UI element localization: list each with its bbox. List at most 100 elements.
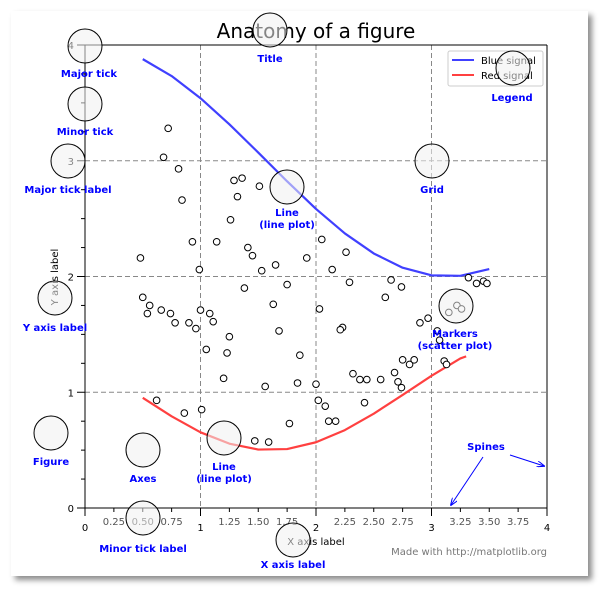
- annotation-circle-grid: [414, 143, 450, 179]
- scatter-marker: [394, 378, 402, 386]
- scatter-marker: [317, 235, 326, 244]
- ann-axes: Axes: [130, 474, 157, 485]
- x-minor-tick-label: 1.25: [218, 517, 240, 528]
- scatter-marker: [283, 280, 291, 289]
- x-minor-tick-label: 0.75: [160, 517, 182, 528]
- scatter-marker: [275, 327, 283, 335]
- scatter-marker: [250, 437, 259, 445]
- scatter-marker: [381, 293, 390, 302]
- scatter-marker: [416, 319, 424, 327]
- scatter-marker: [264, 438, 273, 446]
- annotation-circle-figure: [33, 415, 69, 451]
- ann-major-tick: Major tick: [61, 69, 118, 80]
- scatter-marker: [442, 360, 451, 369]
- x-minor-tick-label: 2.75: [391, 517, 413, 528]
- scatter-marker: [410, 356, 418, 364]
- scatter-marker: [166, 309, 175, 318]
- scatter-marker: [321, 402, 330, 410]
- scatter-marker: [390, 368, 399, 377]
- scatter-marker: [405, 360, 414, 369]
- scatter-marker: [257, 266, 266, 275]
- x-major-tick-label: 3: [428, 523, 434, 534]
- scatter-marker: [302, 254, 311, 262]
- y-major-tick-label: 1: [68, 388, 74, 399]
- scatter-marker: [136, 254, 145, 262]
- scatter-marker: [180, 409, 189, 417]
- scatter-marker: [219, 374, 228, 383]
- x-axis-label: X axis label: [287, 537, 344, 548]
- annotation-circles: [33, 12, 531, 558]
- annotation-circle-minor-tick-label: [125, 500, 161, 536]
- annotation-circle-legend: [495, 50, 531, 86]
- scatter-marker: [143, 309, 152, 318]
- scatter-marker: [159, 153, 168, 162]
- scatter-marker: [240, 284, 249, 292]
- annotation-circle-line-plot: [269, 169, 305, 205]
- ann-markers: Markers: [432, 329, 478, 340]
- scatter-marker: [261, 382, 269, 391]
- ann-title: Title: [257, 54, 282, 65]
- scatter-marker: [205, 309, 214, 318]
- x-minor-tick-label: 2.50: [363, 517, 385, 528]
- scatter-marker: [360, 398, 369, 407]
- scatter-marker: [324, 417, 333, 425]
- ann-line-1b: (line plot): [259, 220, 315, 231]
- annotation-circle-axes: [125, 432, 161, 468]
- scatter-marker: [472, 279, 481, 288]
- scatter-marker: [145, 301, 154, 310]
- annotation-labels: Major tick Minor tick Major tick label T…: [22, 54, 544, 571]
- x-major-tick-label: 0: [82, 523, 88, 534]
- scatter-marker: [255, 182, 264, 191]
- scatter-marker: [315, 305, 324, 313]
- scatter-marker: [398, 356, 407, 364]
- ann-y-axis-label: Y axis label: [22, 323, 87, 334]
- x-minor-tick-label: 1.50: [247, 517, 269, 528]
- ann-line-2: Line: [212, 462, 236, 473]
- ann-line-1: Line: [275, 208, 299, 219]
- scatter-marker: [188, 237, 197, 246]
- scatter-marker: [328, 265, 336, 274]
- scatter-marker: [157, 306, 166, 314]
- annotation-circle-minor-tick: [67, 86, 103, 122]
- scatter-marker: [248, 251, 257, 260]
- scatter-marker: [356, 375, 364, 384]
- figure-background: [11, 11, 588, 576]
- scatter-marker: [225, 332, 234, 341]
- scatter-marker: [178, 196, 186, 204]
- scatter-marker: [312, 380, 320, 388]
- scatter-marker: [331, 417, 340, 425]
- annotation-circle-x-axis-label: [275, 522, 311, 558]
- scatter-marker: [197, 405, 206, 414]
- scatter-marker: [152, 396, 161, 405]
- scatter-marker: [376, 375, 385, 384]
- scatter-marker: [269, 300, 278, 309]
- ann-markers-b: (scatter plot): [418, 341, 493, 352]
- scatter-marker: [171, 319, 179, 327]
- scatter-marker: [433, 327, 442, 335]
- annotation-circle-markers: [438, 288, 474, 324]
- scatter-marker: [387, 276, 395, 284]
- scatter-marker: [223, 349, 231, 357]
- x-minor-tick-label: 1.75: [276, 517, 298, 528]
- spines-arrow-bottom: [451, 456, 484, 505]
- x-minor-tick-label: 3.50: [478, 517, 500, 528]
- scatter-marker: [244, 243, 252, 252]
- scatter-marker: [164, 124, 172, 133]
- scatter-marker: [271, 261, 280, 269]
- ann-minor-tick: Minor tick: [57, 127, 114, 138]
- scatter-marker: [296, 351, 304, 360]
- scatter-marker: [342, 248, 350, 256]
- y-major-tick-label: 0: [68, 504, 74, 515]
- scatter-marker: [174, 165, 183, 173]
- x-minor-tick-label: 3.75: [507, 517, 529, 528]
- scatter-marker: [202, 345, 211, 354]
- spines-arrow-right: [509, 454, 544, 466]
- scatter-marker: [435, 336, 444, 344]
- ann-spines: Spines: [467, 442, 505, 453]
- scatter-marker: [314, 396, 323, 405]
- ticks: 012340.250.500.751.251.501.752.252.502.7…: [68, 41, 551, 534]
- scatter-marker: [230, 176, 238, 185]
- ann-grid: Grid: [420, 185, 444, 196]
- ann-legend: Legend: [491, 93, 532, 104]
